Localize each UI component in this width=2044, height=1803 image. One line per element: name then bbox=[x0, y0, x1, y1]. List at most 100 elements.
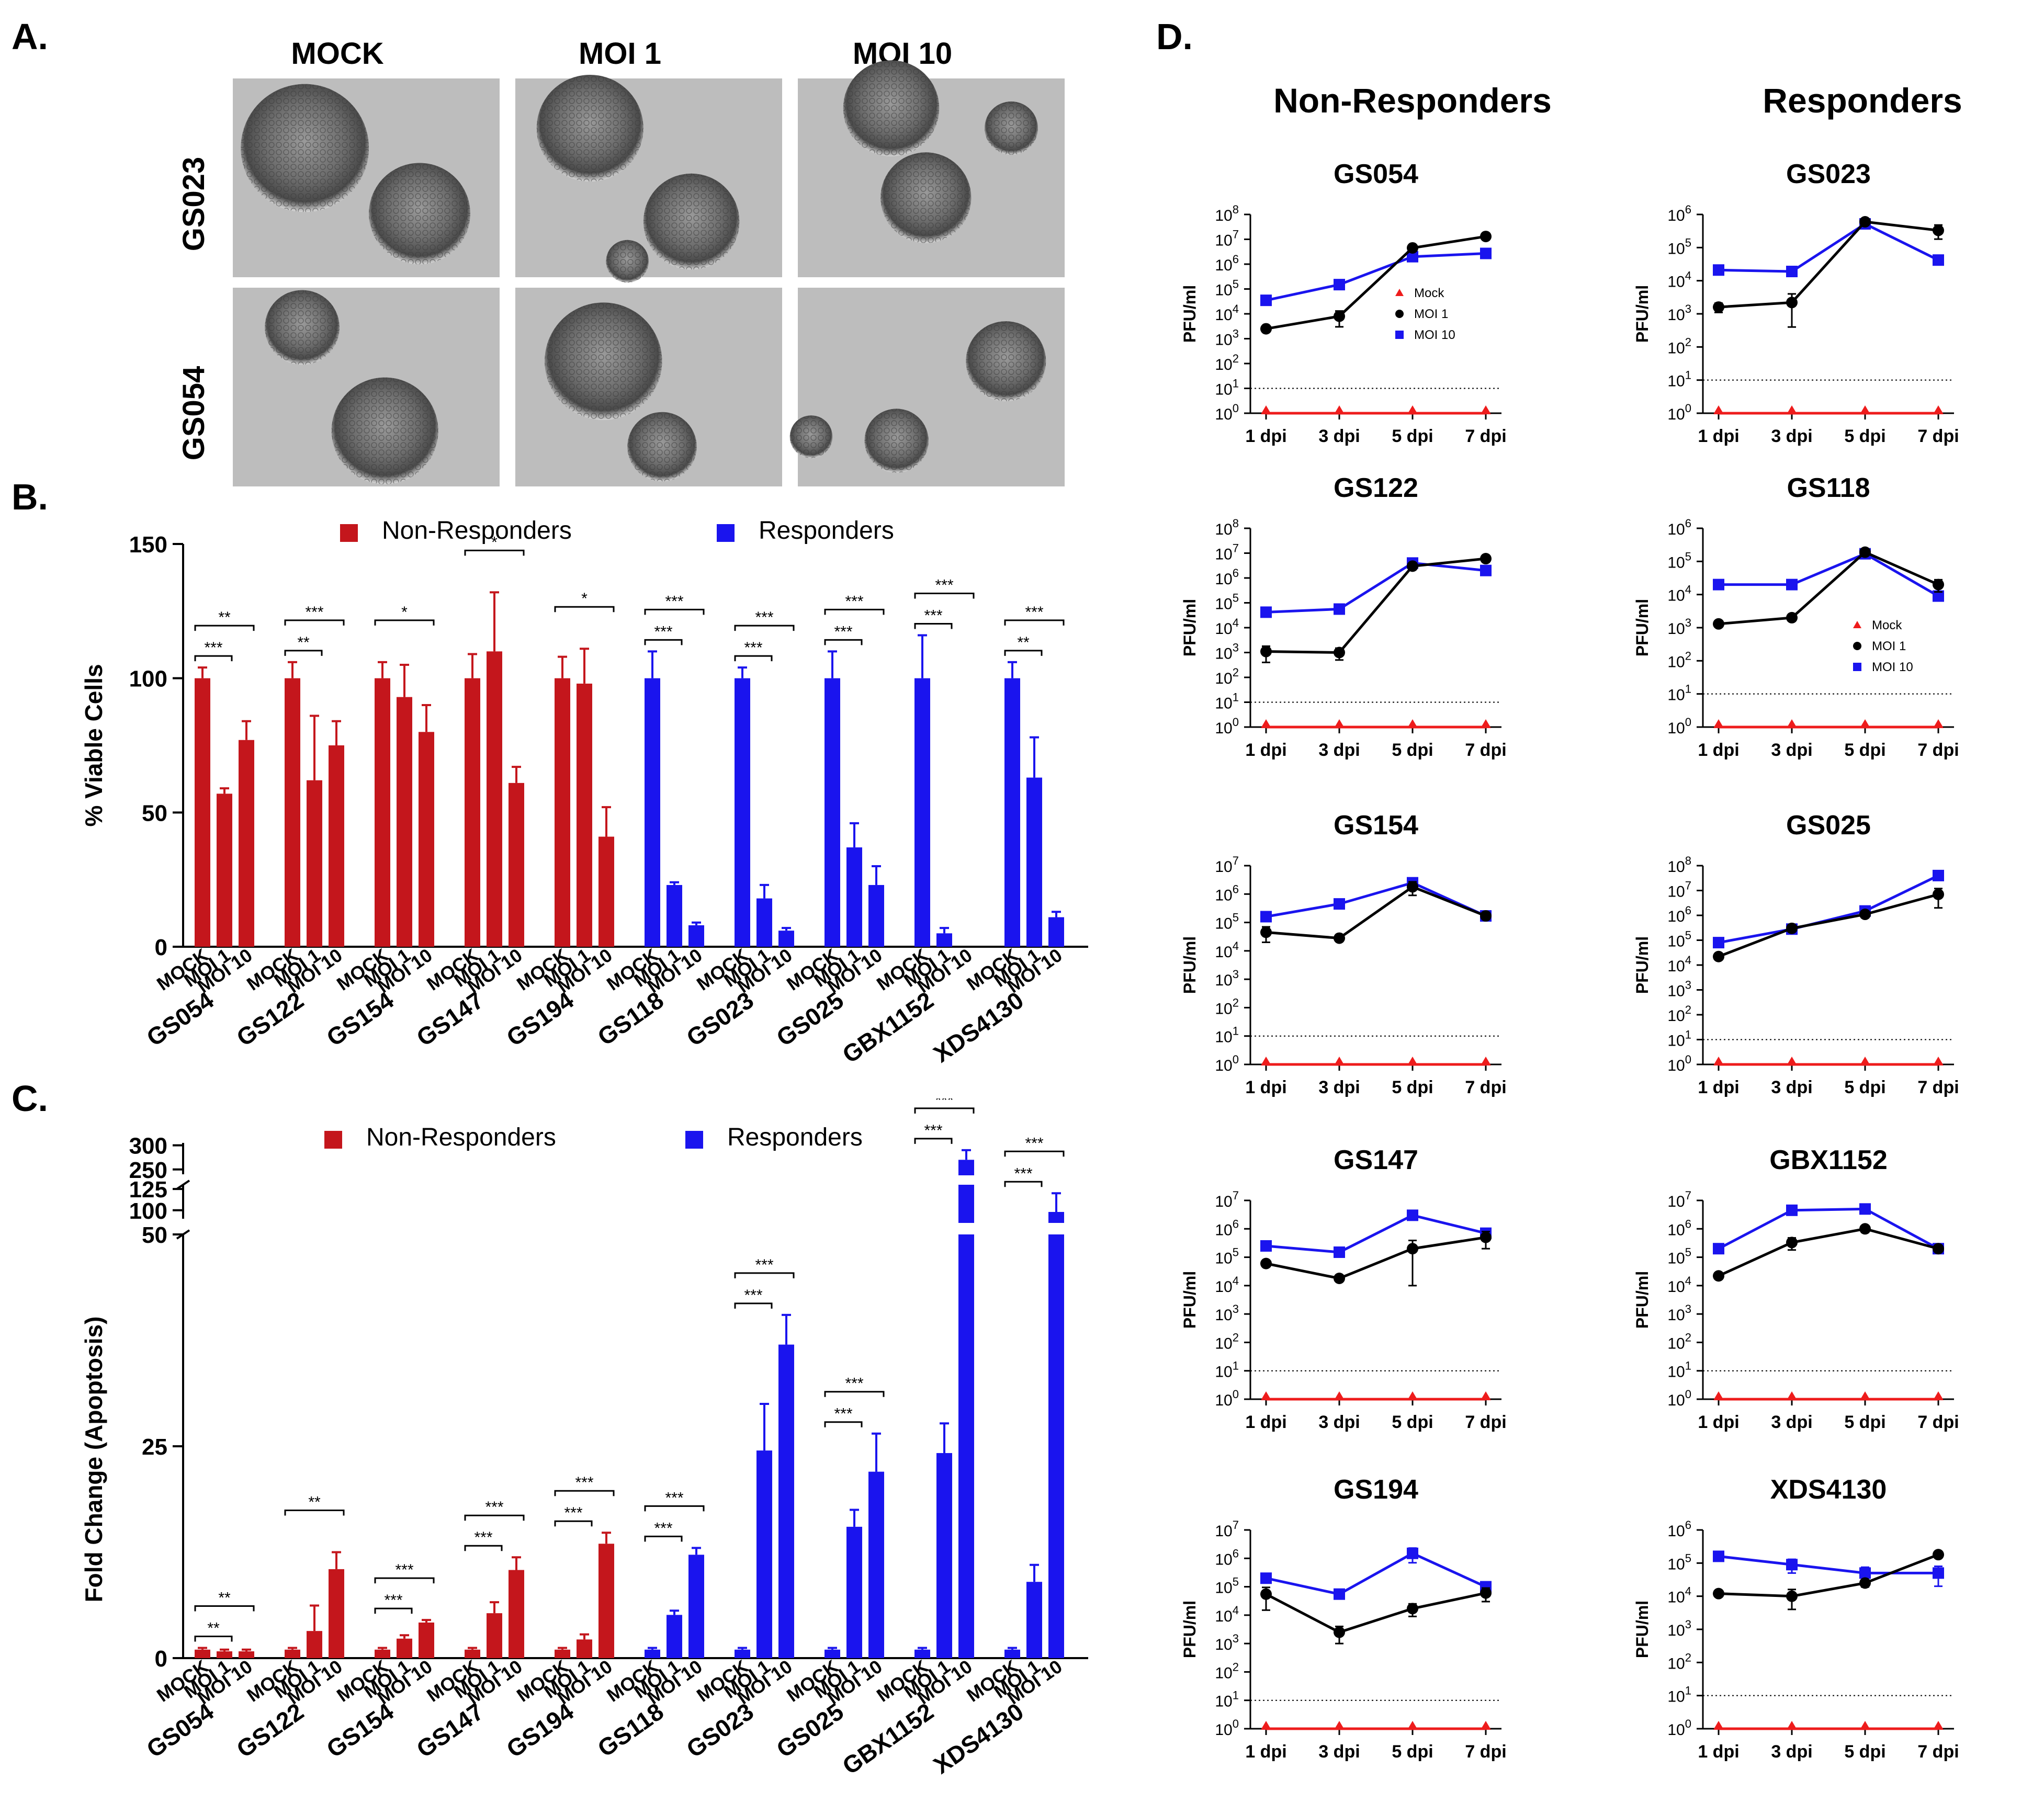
point-mock bbox=[1261, 1721, 1271, 1730]
spheroid-texture bbox=[789, 415, 833, 458]
significance-label: ** bbox=[1017, 634, 1030, 651]
significance-label: *** bbox=[924, 1122, 942, 1139]
bar-gs154-moi10 bbox=[419, 732, 434, 947]
point-mock bbox=[1860, 405, 1870, 414]
col-label-mock: MOCK bbox=[291, 37, 383, 71]
bar-break-gap bbox=[957, 1175, 975, 1185]
series-line-moi1 bbox=[1265, 1592, 1486, 1634]
y-tick-label: 100 bbox=[1667, 1388, 1691, 1409]
bar-gs194-moi10 bbox=[598, 836, 614, 947]
y-tick-label: 101 bbox=[1215, 1025, 1239, 1046]
titer-plot-gs122: GS122 PFU/ml 100 101 102 103 104 105 106 107 108 1 … bbox=[1180, 473, 1507, 760]
group-label-gs025: GS025 bbox=[772, 986, 849, 1052]
y-tick-label: 104 bbox=[1215, 1604, 1239, 1625]
point-moi1 bbox=[1407, 1243, 1418, 1255]
x-tick-label: 1 dpi bbox=[1698, 1742, 1739, 1762]
x-tick-label: 7 dpi bbox=[1465, 740, 1506, 760]
point-mock bbox=[1713, 1721, 1724, 1730]
y-tick-label: 100 bbox=[129, 1198, 167, 1224]
spheroid-texture bbox=[843, 60, 940, 156]
significance-bracket bbox=[644, 1505, 705, 1512]
point-moi1 bbox=[1786, 1590, 1798, 1602]
point-moi10 bbox=[1407, 1209, 1418, 1221]
significance-label: *** bbox=[654, 623, 672, 640]
bar-gs147-moi10 bbox=[509, 1570, 524, 1658]
point-mock bbox=[1933, 719, 1944, 728]
significance-bracket bbox=[374, 619, 435, 626]
bar-gs025-moi10 bbox=[868, 885, 884, 947]
bar-gbx1152-moi1 bbox=[936, 933, 952, 947]
legend-marker-mock bbox=[1853, 621, 1861, 628]
significance-bracket bbox=[284, 619, 345, 626]
panel-d-titer-charts: Non-Responders Responders GS054 PFU/ml 100 10… bbox=[1180, 81, 1962, 1762]
spheroid-texture bbox=[545, 302, 662, 420]
significance-label: * bbox=[401, 604, 408, 621]
x-tick-label: 3 dpi bbox=[1771, 740, 1812, 760]
x-tick-label: 3 dpi bbox=[1318, 426, 1360, 446]
y-tick-label: 100 bbox=[1215, 1053, 1239, 1074]
series-line-moi1 bbox=[1718, 1553, 1939, 1598]
significance-label: *** bbox=[474, 1529, 492, 1546]
point-moi1 bbox=[1334, 932, 1345, 944]
spheroid-texture bbox=[331, 377, 438, 484]
point-moi10 bbox=[1933, 869, 1944, 881]
y-axis-title: Fold Change (Apoptosis) bbox=[80, 1317, 107, 1603]
series-line-moi10 bbox=[1266, 881, 1487, 918]
y-tick-label: 100 bbox=[1215, 402, 1239, 423]
series-line-moi1 bbox=[1266, 235, 1486, 331]
legend-marker-moi1 bbox=[1853, 642, 1861, 650]
y-tick-label: 50 bbox=[142, 1222, 167, 1248]
spheroid-texture bbox=[627, 412, 697, 482]
point-moi10 bbox=[1713, 264, 1724, 276]
bar-gs194-moi1 bbox=[577, 1639, 592, 1658]
x-tick-label: 3 dpi bbox=[1318, 1412, 1360, 1432]
legend-marker-moi10 bbox=[1395, 331, 1404, 339]
group-label-gs023: GS023 bbox=[682, 986, 759, 1052]
significance-bracket bbox=[464, 1514, 525, 1521]
x-tick-label: 7 dpi bbox=[1917, 1742, 1959, 1762]
point-moi1 bbox=[1407, 1603, 1418, 1615]
point-moi1 bbox=[1786, 1237, 1798, 1249]
series-line-moi10 bbox=[1718, 1555, 1938, 1574]
point-moi1 bbox=[1859, 909, 1871, 921]
bar-gs147-moi10 bbox=[509, 783, 524, 947]
significance-label: *** bbox=[395, 1561, 413, 1579]
y-axis-title: % Viable Cells bbox=[80, 664, 107, 826]
y-tick-label: 102 bbox=[1215, 996, 1239, 1017]
significance-label: *** bbox=[744, 1287, 762, 1304]
x-tick-label: 1 dpi bbox=[1245, 1742, 1286, 1762]
group-label-gs025: GS025 bbox=[772, 1698, 849, 1763]
y-tick-label: 100 bbox=[1667, 402, 1691, 423]
y-tick-label: 101 bbox=[1667, 683, 1691, 704]
legend-label: MOI 1 bbox=[1872, 639, 1906, 653]
significance-label: *** bbox=[384, 1592, 402, 1609]
significance-bracket bbox=[374, 1607, 413, 1614]
titer-plot-gs025: GS025 PFU/ml 100 101 102 103 104 105 106 107 108 1 … bbox=[1633, 810, 1959, 1097]
bar-gs122-moi1 bbox=[307, 1631, 322, 1658]
x-tick-label: 3 dpi bbox=[1318, 1742, 1360, 1762]
significance-label: *** bbox=[845, 1375, 863, 1392]
y-axis-title: PFU/ml bbox=[1180, 1601, 1199, 1658]
column-title-non-responders: Non-Responders bbox=[1273, 81, 1552, 120]
point-moi1 bbox=[1933, 1549, 1944, 1561]
point-mock bbox=[1713, 405, 1724, 414]
series-line-moi10 bbox=[1719, 552, 1939, 597]
bar-gs025-moi10 bbox=[868, 1471, 884, 1658]
y-tick-label: 102 bbox=[1667, 649, 1691, 671]
bar-break-gap bbox=[323, 1223, 343, 1234]
y-tick-label: 102 bbox=[1667, 335, 1691, 357]
significance-bracket bbox=[194, 1636, 233, 1642]
legend-marker-mock bbox=[1395, 289, 1404, 296]
bar-gs154-moi1 bbox=[397, 697, 412, 947]
significance-label: * bbox=[491, 534, 498, 551]
point-moi1 bbox=[1260, 1257, 1272, 1269]
y-tick-label: 100 bbox=[1667, 1717, 1691, 1739]
point-moi1 bbox=[1713, 618, 1724, 630]
point-moi10 bbox=[1713, 1243, 1724, 1255]
legend-label: MOI 10 bbox=[1414, 328, 1455, 342]
bar-gs194-moi1 bbox=[577, 683, 592, 947]
y-tick-label: 106 bbox=[1215, 253, 1239, 274]
series-line-moi10 bbox=[1266, 1551, 1487, 1596]
